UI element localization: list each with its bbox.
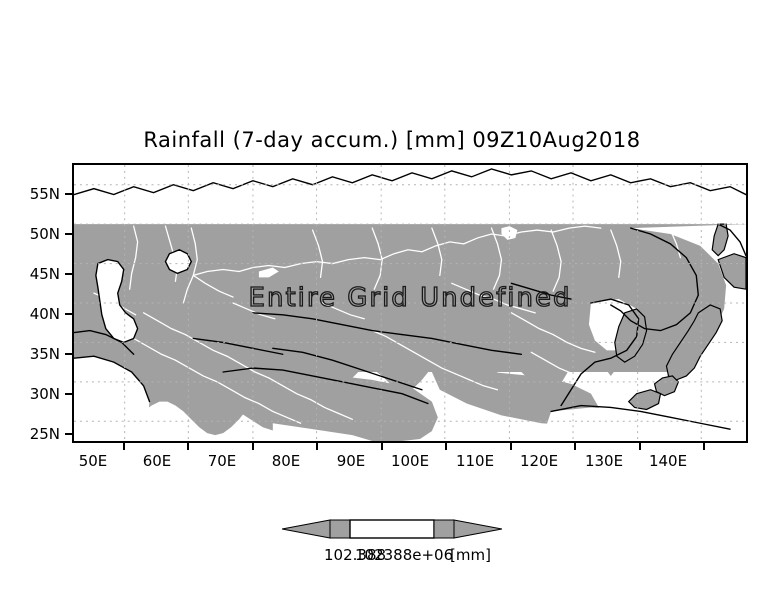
lat-label-35n: 35N [29,345,60,363]
lon-tick-140e [703,443,705,450]
lon-tick-90e [381,443,383,450]
lat-label-45n: 45N [29,265,60,283]
map-plot-area[interactable]: Entire Grid Undefined [72,163,748,443]
lon-label-70e: 70E [207,452,237,470]
lat-tick-40n [65,313,72,315]
lon-label-130e: 130E [584,452,624,470]
lat-label-40n: 40N [29,305,60,323]
lon-tick-60e [187,443,189,450]
lon-tick-100e [445,443,447,450]
lon-tick-80e [316,443,318,450]
colorbar-left-tick-label: 102.388 [324,546,387,564]
lon-tick-120e [574,443,576,450]
lon-label-110e: 110E [455,452,495,470]
lon-tick-110e [510,443,512,450]
lon-label-50e: 50E [78,452,108,470]
lat-label-30n: 30N [29,385,60,403]
lon-tick-70e [252,443,254,450]
colorbar[interactable]: 102.388 102388e+06 [mm] [282,512,502,572]
lon-label-80e: 80E [271,452,301,470]
lat-tick-50n [65,233,72,235]
map-graphic [74,165,746,441]
colorbar-right-tick-label: 102388e+06 [355,546,454,564]
river-network [93,225,682,424]
graticule [74,165,746,441]
lat-label-25n: 25N [29,425,60,443]
lon-tick-50e [123,443,125,450]
sakhalin-landmass [711,223,729,257]
lat-tick-55n [65,193,72,195]
lon-label-90e: 90E [336,452,366,470]
lat-tick-30n [65,393,72,395]
colorbar-units-label: [mm] [450,546,491,564]
colorbar-graphic [282,519,502,539]
lon-label-120e: 120E [519,452,559,470]
lon-label-60e: 60E [142,452,172,470]
lon-label-100e: 100E [390,452,430,470]
lat-tick-45n [65,273,72,275]
page-title: Rainfall (7-day accum.) [mm] 09Z10Aug201… [143,128,641,152]
lat-label-50n: 50N [29,225,60,243]
lat-label-55n: 55N [29,185,60,203]
lon-tick-130e [639,443,641,450]
lon-label-140e: 140E [648,452,688,470]
lat-tick-25n [65,433,72,435]
lat-tick-35n [65,353,72,355]
